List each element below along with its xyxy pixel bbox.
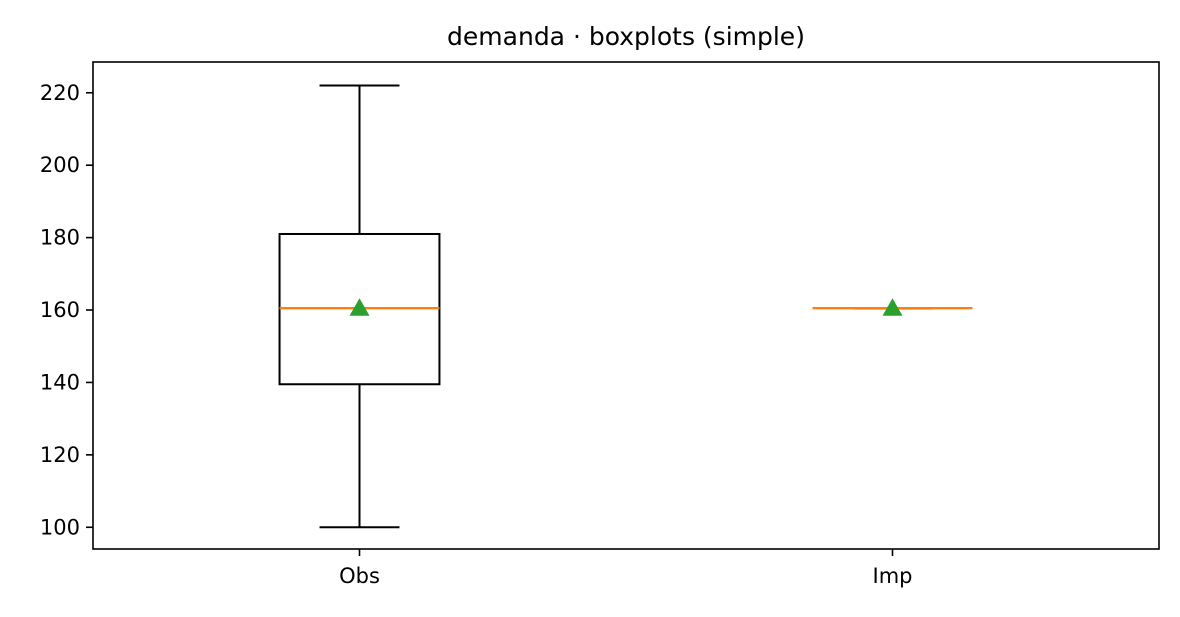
plot-marks [278, 84, 973, 529]
mean-marker [882, 298, 903, 316]
y-tick-label: 120 [40, 443, 80, 467]
x-tick-label: Obs [339, 564, 380, 588]
y-tick-label: 100 [40, 515, 80, 539]
y-tick-label: 220 [40, 81, 80, 105]
x-tick-label: Imp [873, 564, 913, 588]
box-group-obs [278, 84, 441, 529]
y-tick-label: 200 [40, 153, 80, 177]
box-group-imp [812, 298, 973, 316]
x-axis: Obs Imp [339, 549, 912, 588]
plot-frame [92, 61, 1160, 550]
y-tick-label: 160 [40, 298, 80, 322]
y-tick-label: 140 [40, 370, 80, 394]
y-tick-label: 180 [40, 226, 80, 250]
mean-marker [349, 298, 370, 316]
chart-title: demanda · boxplots (simple) [447, 22, 805, 51]
y-axis: 100 120 140 160 180 200 220 [40, 81, 93, 539]
